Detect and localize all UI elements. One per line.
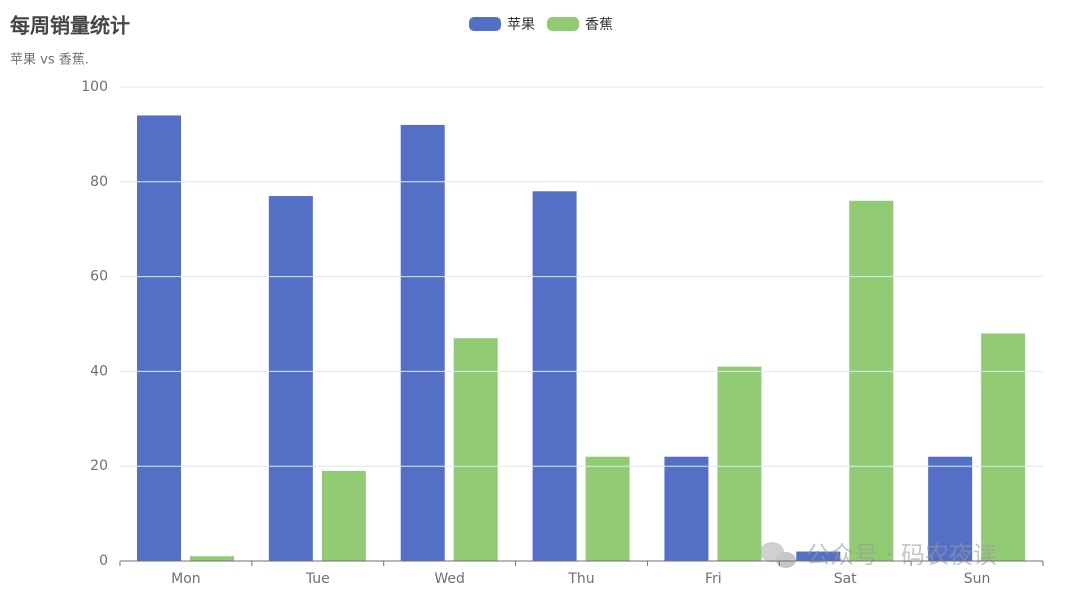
bar [137,115,181,561]
watermark-icon [776,552,796,568]
x-tick-label: Sat [834,571,857,587]
bar [532,191,577,561]
legend-label: 苹果 [507,17,535,33]
chart-subtitle: 苹果 vs 香蕉. [10,53,89,68]
y-tick-label: 40 [90,363,108,379]
x-tick-label: Sun [964,571,991,587]
x-tick-label: Thu [567,571,594,587]
chart-title: 每周销量统计 [10,14,130,38]
y-tick-label: 0 [99,553,108,569]
legend-swatch [469,17,501,31]
x-tick-label: Mon [171,571,201,587]
bar [400,124,445,562]
watermark: 公众号 · 码农夜读 [760,541,997,569]
y-tick-label: 80 [90,174,108,190]
x-tick-label: Fri [705,571,722,587]
y-tick-label: 60 [90,269,108,285]
bar [190,556,234,561]
y-tick-label: 20 [90,458,108,474]
y-tick-label: 100 [81,79,108,95]
bar [321,470,366,561]
bar [585,456,630,561]
bar [717,366,762,561]
watermark-text: 公众号 · 码农夜读 [806,541,997,569]
bar [268,196,313,561]
bar [453,338,498,561]
legend-label: 香蕉 [585,17,613,33]
x-tick-label: Tue [305,571,330,587]
bar [849,200,894,561]
legend-swatch [547,17,579,31]
bar [796,551,841,561]
bar [981,333,1026,561]
x-tick-label: Wed [434,571,465,587]
bar [664,456,709,561]
bar [928,456,973,561]
